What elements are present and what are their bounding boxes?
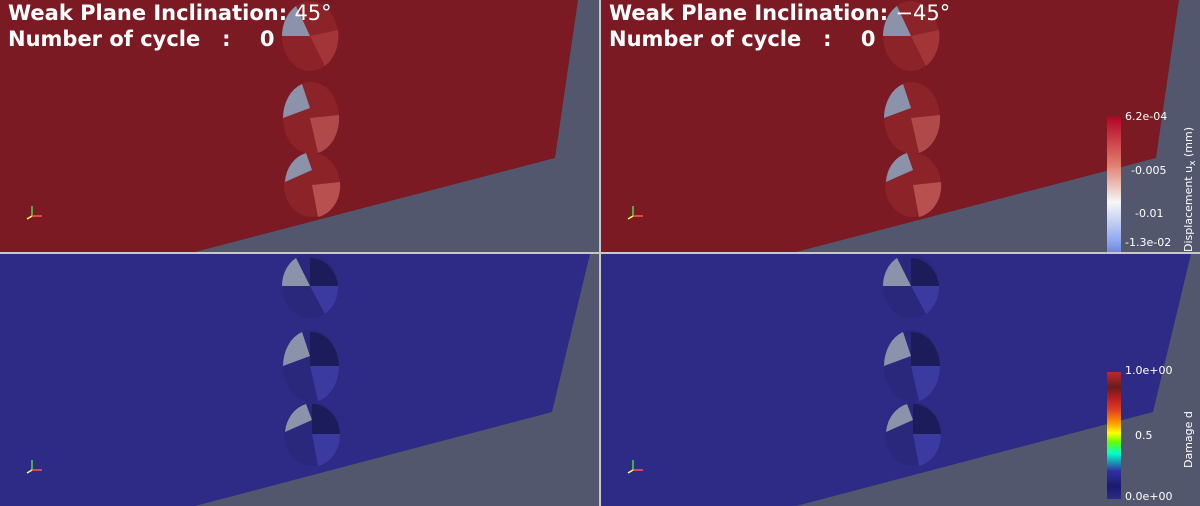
hole-1	[281, 254, 339, 318]
hole-1	[282, 1, 339, 71]
hole-3	[885, 402, 942, 466]
viewport-top-left[interactable]: Weak Plane Inclination: 45° Number of cy…	[0, 0, 599, 252]
displacement-colorbar	[1107, 117, 1121, 252]
specimen-render	[0, 0, 578, 252]
panel-annotation: Weak Plane Inclination: 45° Number of cy…	[8, 0, 332, 52]
colorbar-tick-mid: 0.5	[1135, 429, 1153, 442]
orientation-axes-icon	[627, 206, 643, 220]
hole-1	[883, 1, 940, 71]
viewport-bottom-right[interactable]: 1.0e+00 0.5 0.0e+00 Damage d	[601, 254, 1200, 506]
colorbar-gradient	[1107, 117, 1121, 252]
specimen-render	[601, 0, 1179, 252]
hole-3	[284, 402, 341, 466]
hole-2	[884, 330, 941, 402]
cycle-value: 0	[259, 27, 275, 51]
title-value: 45°	[294, 1, 332, 25]
cycle-value: 0	[860, 27, 876, 51]
hole-1	[882, 254, 940, 318]
orientation-axes-icon	[627, 460, 643, 474]
colorbar-gradient	[1107, 372, 1121, 499]
colorbar-tick-low: -0.01	[1135, 207, 1164, 220]
hole-2	[283, 330, 340, 402]
title-label: Weak Plane Inclination:	[609, 1, 889, 25]
title-value: −45°	[895, 1, 951, 25]
specimen-render	[601, 254, 1191, 506]
damage-colorbar	[1107, 372, 1121, 499]
colorbar-title: Displacement ux (mm)	[1182, 126, 1199, 252]
colorbar-tick-mid: -0.005	[1131, 164, 1167, 177]
title-label: Weak Plane Inclination:	[8, 1, 288, 25]
viewport-top-right[interactable]: Weak Plane Inclination: −45° Number of c…	[601, 0, 1200, 252]
specimen-render	[0, 254, 590, 506]
hole-3	[885, 153, 942, 217]
cycle-label: Number of cycle :	[609, 27, 832, 51]
colorbar-tick-max: 1.0e+00	[1125, 364, 1173, 377]
panel-annotation: Weak Plane Inclination: −45° Number of c…	[609, 0, 950, 52]
colorbar-tick-max: 6.2e-04	[1125, 110, 1168, 123]
orientation-axes-icon	[26, 206, 42, 220]
colorbar-tick-min: -1.3e-02	[1125, 236, 1172, 249]
cycle-label: Number of cycle :	[8, 27, 231, 51]
hole-2	[283, 82, 340, 154]
viewport-bottom-left[interactable]	[0, 254, 599, 506]
colorbar-title: Damage d	[1182, 411, 1195, 468]
hole-2	[884, 82, 941, 154]
viewport-divider-horizontal[interactable]	[0, 252, 1200, 254]
hole-3	[284, 153, 341, 217]
colorbar-tick-min: 0.0e+00	[1125, 490, 1173, 503]
orientation-axes-icon	[26, 460, 42, 474]
